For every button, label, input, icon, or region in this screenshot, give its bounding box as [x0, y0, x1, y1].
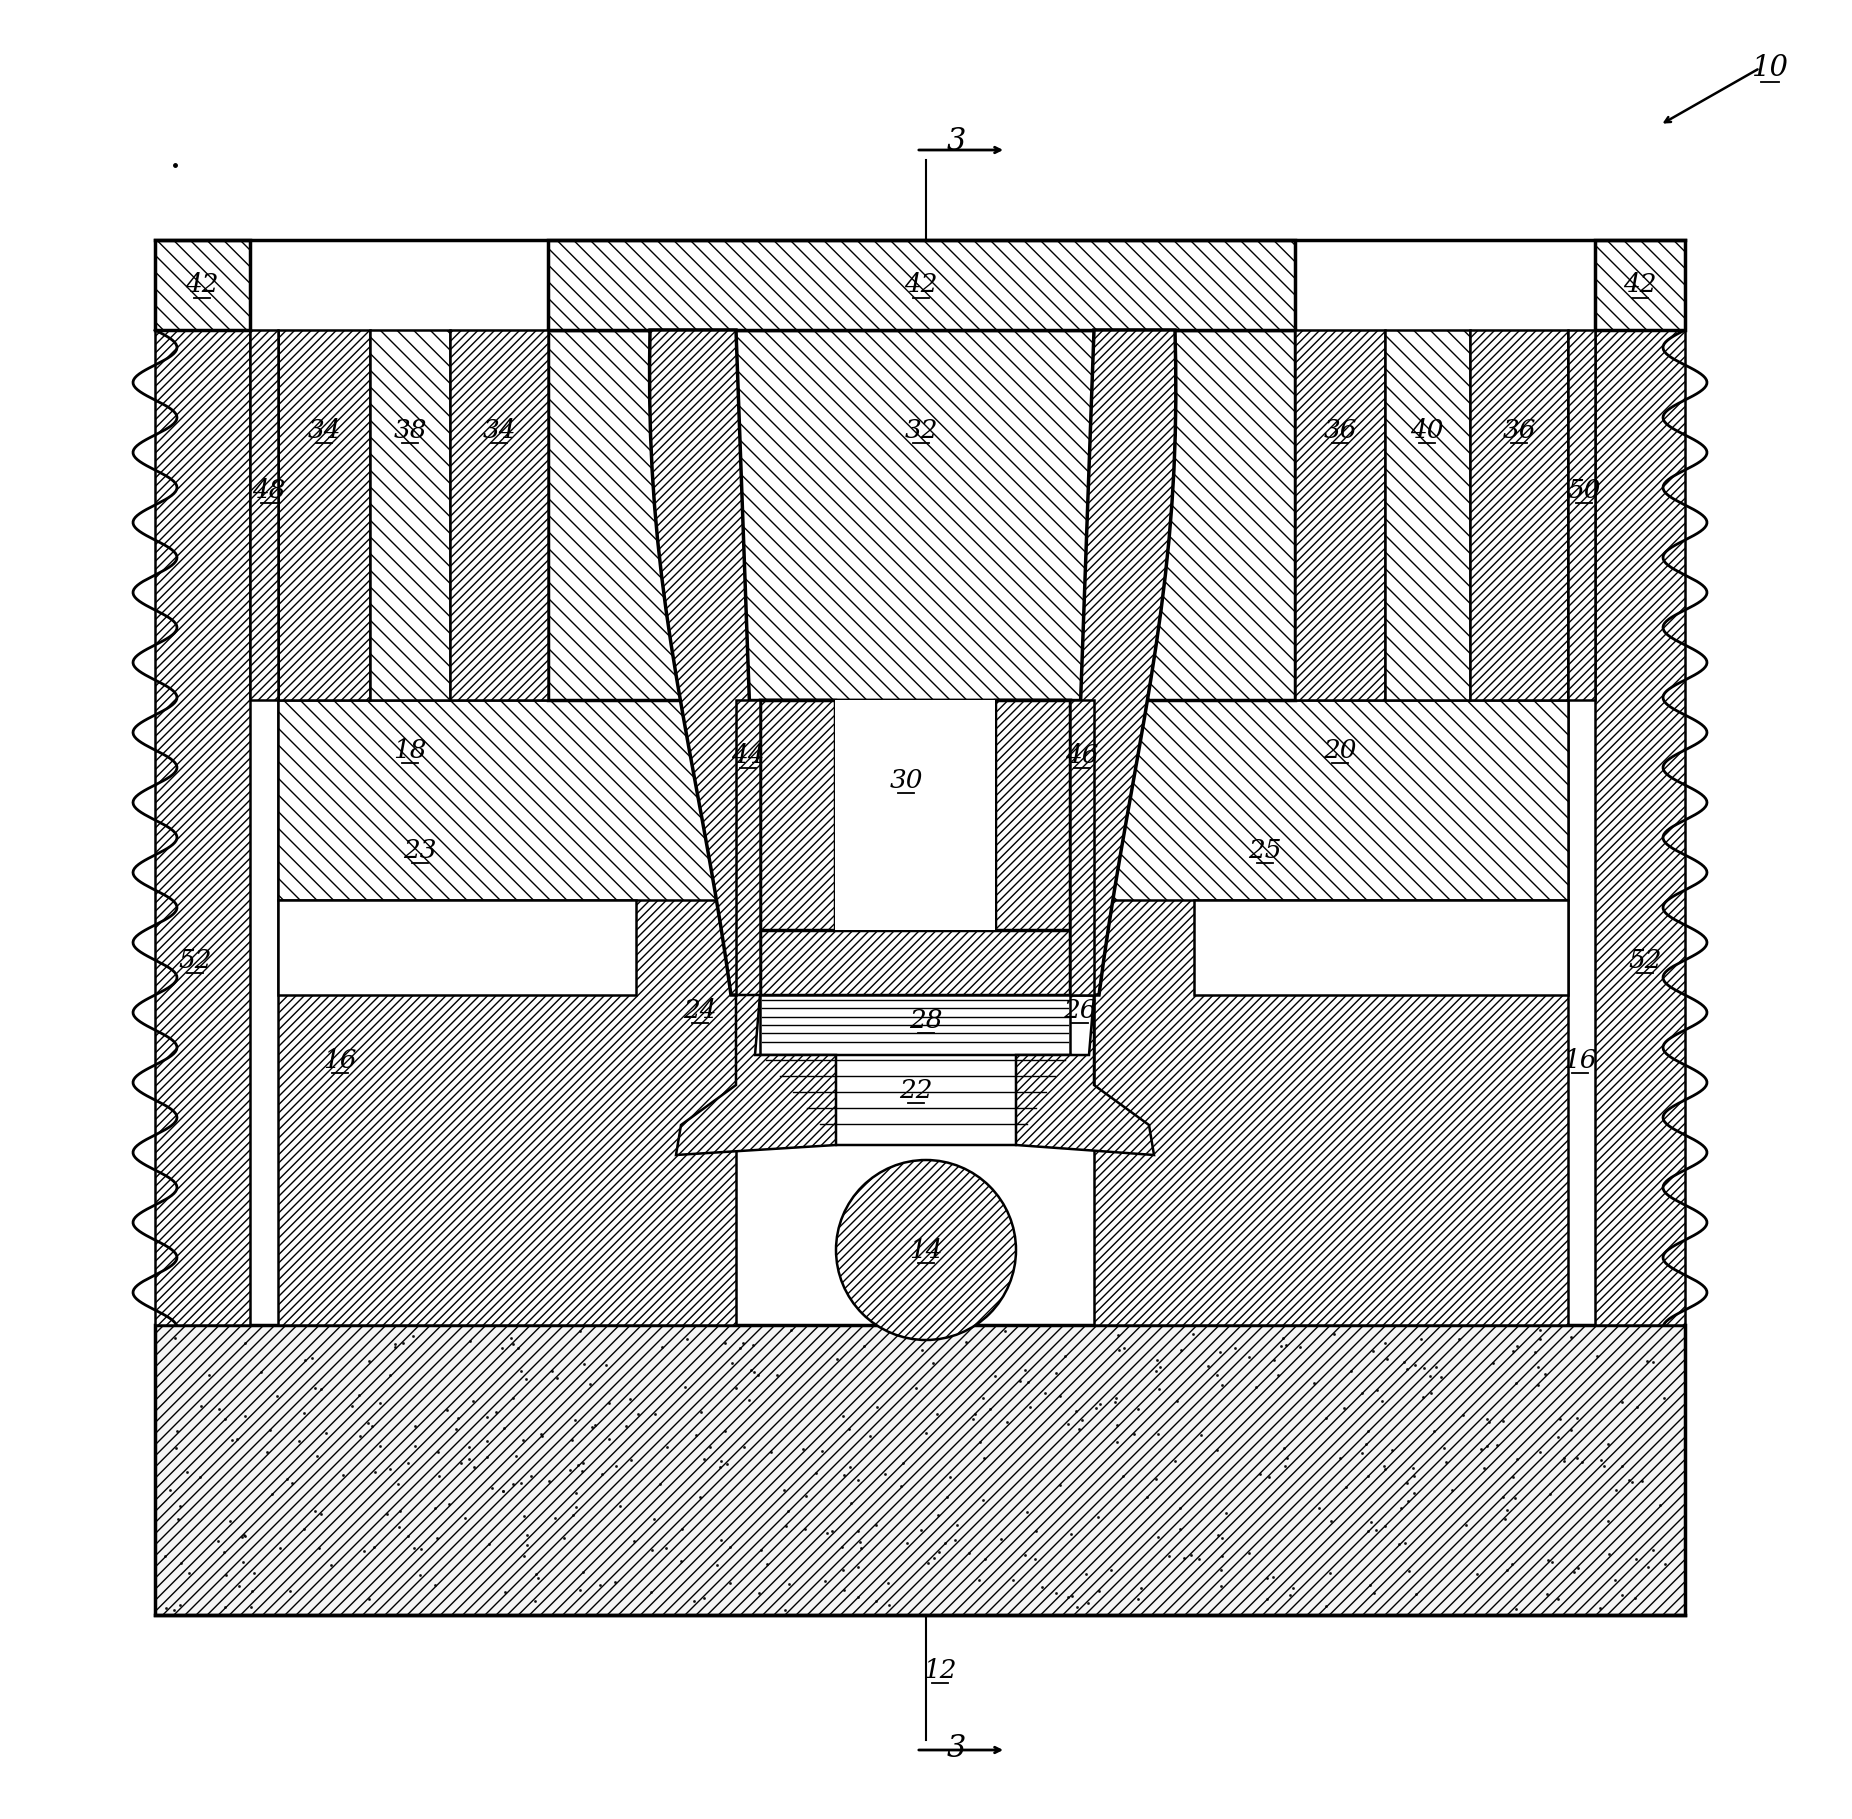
Text: 3: 3	[946, 1732, 965, 1763]
Text: 36: 36	[1502, 418, 1535, 442]
Bar	[278, 700, 735, 1324]
Text: 36: 36	[1322, 418, 1358, 442]
Text: 34: 34	[307, 418, 341, 442]
Bar	[1095, 700, 1569, 1324]
Circle shape	[835, 1161, 1017, 1341]
Bar	[995, 700, 1070, 995]
Text: 25: 25	[1248, 837, 1282, 862]
Text: 48: 48	[252, 478, 285, 502]
Bar	[1569, 329, 1595, 700]
Bar	[278, 900, 635, 995]
Bar	[759, 700, 835, 995]
Bar	[835, 700, 995, 930]
Bar	[1070, 700, 1095, 995]
Text: 10: 10	[1752, 55, 1789, 82]
Polygon shape	[759, 1055, 1070, 1144]
Bar	[1195, 900, 1569, 995]
Text: 14: 14	[909, 1237, 943, 1262]
Text: 46: 46	[1065, 742, 1098, 768]
Bar	[370, 329, 450, 700]
Polygon shape	[1070, 329, 1176, 995]
Bar	[1470, 329, 1569, 700]
Bar	[1595, 329, 1685, 1324]
Text: 52: 52	[1628, 948, 1661, 973]
Bar	[156, 1324, 1685, 1615]
Text: 23: 23	[404, 837, 437, 862]
Bar	[1385, 329, 1470, 700]
Text: 18: 18	[393, 737, 426, 762]
Text: 20: 20	[1322, 737, 1358, 762]
Polygon shape	[676, 995, 835, 1155]
Text: 28: 28	[909, 1008, 943, 1033]
Bar	[156, 240, 1685, 1615]
Text: 40: 40	[1409, 418, 1445, 442]
Bar	[450, 329, 548, 700]
Text: 24: 24	[683, 997, 717, 1022]
Text: 32: 32	[904, 418, 937, 442]
Text: 26: 26	[1063, 997, 1096, 1022]
Bar	[156, 329, 250, 1324]
Bar	[548, 240, 1295, 329]
Bar	[156, 240, 250, 329]
Text: 3: 3	[946, 127, 965, 158]
Bar	[735, 700, 759, 995]
Text: 16: 16	[1563, 1048, 1596, 1073]
Text: 52: 52	[178, 948, 211, 973]
Bar	[759, 700, 1070, 995]
Polygon shape	[1017, 995, 1154, 1155]
Text: 22: 22	[900, 1077, 933, 1102]
Bar	[1595, 240, 1685, 329]
Bar	[250, 329, 278, 700]
Bar	[759, 995, 1070, 1055]
Polygon shape	[650, 329, 759, 995]
Text: 44: 44	[732, 742, 765, 768]
Text: 34: 34	[482, 418, 515, 442]
Text: 50: 50	[1567, 478, 1600, 502]
Text: 42: 42	[904, 273, 937, 298]
Text: 42: 42	[185, 273, 219, 298]
Bar	[1095, 700, 1569, 900]
Bar	[278, 329, 370, 700]
Bar	[278, 700, 735, 900]
Text: 42: 42	[1622, 273, 1658, 298]
Text: 16: 16	[324, 1048, 357, 1073]
Bar	[759, 930, 1070, 995]
Text: 38: 38	[393, 418, 426, 442]
Bar	[1295, 329, 1385, 700]
Text: 12: 12	[924, 1657, 957, 1683]
Bar	[548, 329, 1295, 700]
Text: 30: 30	[889, 768, 922, 793]
